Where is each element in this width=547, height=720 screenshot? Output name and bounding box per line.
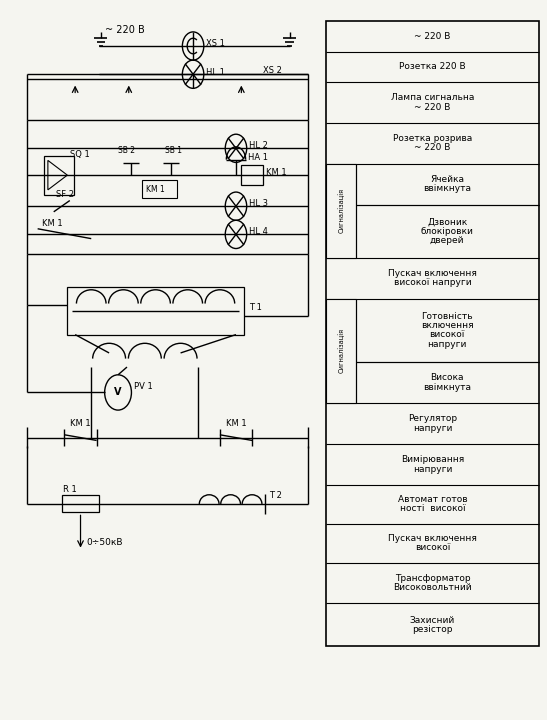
Text: Трансформатор: Трансформатор bbox=[394, 574, 470, 583]
Text: XS 1: XS 1 bbox=[206, 40, 225, 48]
Text: ввімкнута: ввімкнута bbox=[423, 382, 471, 392]
Text: Сигналізація: Сигналізація bbox=[337, 328, 344, 374]
Bar bbox=[326, 164, 356, 258]
Text: Розетка 220 В: Розетка 220 В bbox=[399, 63, 465, 71]
Text: Висока: Висока bbox=[430, 374, 464, 382]
Text: Дзвоник: Дзвоник bbox=[427, 217, 467, 227]
Text: Готовність: Готовність bbox=[421, 312, 473, 321]
Text: SB 2: SB 2 bbox=[118, 146, 135, 156]
Text: T 2: T 2 bbox=[269, 491, 282, 500]
Text: резістор: резістор bbox=[412, 625, 453, 634]
Text: напруги: напруги bbox=[413, 464, 452, 474]
Text: дверей: дверей bbox=[430, 236, 464, 245]
Bar bbox=[241, 166, 263, 185]
Text: 0÷50кВ: 0÷50кВ bbox=[86, 538, 123, 546]
Text: ності  високої: ності високої bbox=[400, 505, 465, 513]
Text: Високовольтний: Високовольтний bbox=[393, 583, 472, 592]
Text: KM 1: KM 1 bbox=[70, 419, 91, 428]
Text: SB 1: SB 1 bbox=[165, 146, 182, 156]
Text: включення: включення bbox=[421, 321, 474, 330]
Text: HA 1: HA 1 bbox=[248, 153, 269, 162]
Text: Вимірювання: Вимірювання bbox=[401, 455, 464, 464]
Text: Захисний: Захисний bbox=[410, 616, 455, 624]
Bar bbox=[62, 495, 99, 513]
Text: PV 1: PV 1 bbox=[134, 382, 153, 391]
Text: V: V bbox=[114, 387, 122, 397]
Text: ~ 220 В: ~ 220 В bbox=[414, 102, 451, 112]
Text: Розетка розрива: Розетка розрива bbox=[393, 135, 472, 143]
Text: KM 1: KM 1 bbox=[42, 219, 62, 228]
Text: T 1: T 1 bbox=[249, 302, 262, 312]
Text: напруги: напруги bbox=[428, 340, 467, 348]
Text: SQ 1: SQ 1 bbox=[69, 150, 89, 159]
Text: XS 2: XS 2 bbox=[263, 66, 282, 75]
Text: HL 4: HL 4 bbox=[249, 227, 268, 236]
Text: Сигналізація: Сигналізація bbox=[337, 188, 344, 233]
Text: HL 1: HL 1 bbox=[206, 68, 225, 76]
Text: блокіровки: блокіровки bbox=[421, 227, 474, 235]
Bar bbox=[67, 287, 244, 335]
Bar bbox=[326, 299, 356, 403]
Text: KM 1: KM 1 bbox=[146, 185, 165, 194]
Text: HL 2: HL 2 bbox=[249, 141, 268, 150]
Bar bbox=[44, 156, 74, 194]
Text: високої напруги: високої напруги bbox=[394, 278, 472, 287]
Text: ~ 220 В: ~ 220 В bbox=[414, 143, 451, 153]
Text: SF 2: SF 2 bbox=[56, 190, 74, 199]
Text: Лампа сигнальна: Лампа сигнальна bbox=[391, 94, 474, 102]
Text: HL 3: HL 3 bbox=[249, 199, 269, 208]
Text: ~ 220 В: ~ 220 В bbox=[104, 24, 144, 35]
Text: Ячейка: Ячейка bbox=[430, 175, 464, 184]
Text: Пускач включення: Пускач включення bbox=[388, 269, 477, 278]
Text: високої: високої bbox=[415, 543, 450, 552]
Text: Автомат готов: Автомат готов bbox=[398, 495, 467, 504]
Bar bbox=[326, 22, 539, 646]
Text: R 1: R 1 bbox=[63, 485, 77, 495]
Text: ввімкнута: ввімкнута bbox=[423, 184, 471, 194]
Text: Пускач включення: Пускач включення bbox=[388, 534, 477, 543]
Text: KM 1: KM 1 bbox=[266, 168, 287, 177]
Text: ~ 220 В: ~ 220 В bbox=[414, 32, 451, 41]
Text: KM 1: KM 1 bbox=[226, 419, 246, 428]
Text: напруги: напруги bbox=[413, 423, 452, 433]
Text: Регулятор: Регулятор bbox=[408, 415, 457, 423]
Text: високої: високої bbox=[429, 330, 465, 339]
Bar bbox=[142, 180, 177, 199]
